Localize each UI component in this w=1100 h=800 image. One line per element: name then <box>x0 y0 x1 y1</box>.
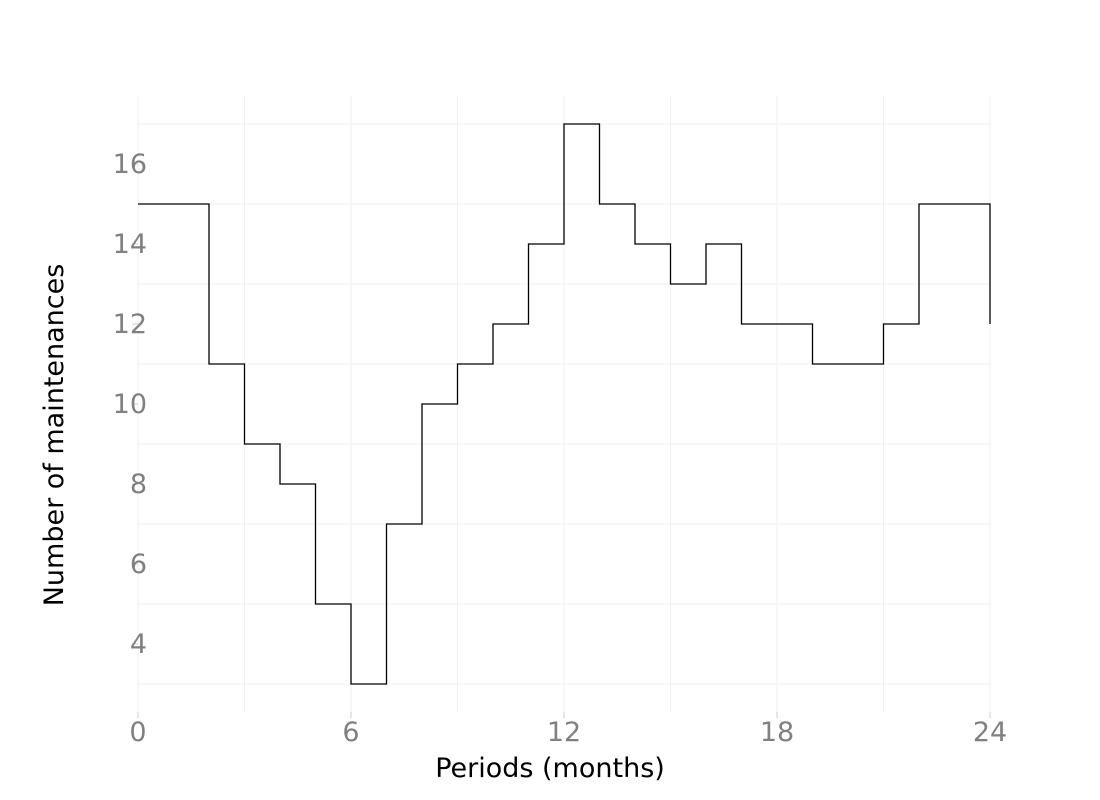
series-step-line <box>138 123 991 685</box>
x-tick-label: 6 <box>342 717 359 748</box>
y-tick-label: 12 <box>113 309 147 340</box>
y-tick-label: 6 <box>130 549 147 580</box>
x-tick-label: 12 <box>547 717 581 748</box>
x-axis-title: Periods (months) <box>435 753 665 784</box>
y-tick-label: 8 <box>130 469 147 500</box>
axis-ticks: 0 6 12 18 24 4 6 8 10 12 14 16 <box>113 149 1008 748</box>
y-tick-label: 10 <box>113 389 147 420</box>
series-layer <box>138 123 991 685</box>
x-tick-label: 0 <box>129 717 146 748</box>
y-axis-title: Number of maintenances <box>39 264 70 607</box>
x-tick-label: 24 <box>973 717 1007 748</box>
y-tick-label: 4 <box>130 629 147 660</box>
x-tick-label: 18 <box>760 717 794 748</box>
y-tick-label: 14 <box>113 229 147 260</box>
y-tick-label: 16 <box>113 149 147 180</box>
